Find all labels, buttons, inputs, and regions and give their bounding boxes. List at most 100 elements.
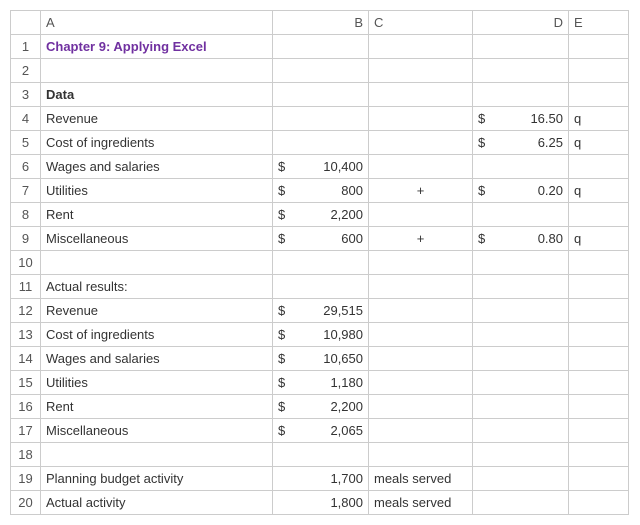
cell-a4[interactable]: Revenue	[41, 107, 273, 131]
row-header-5[interactable]: 5	[11, 131, 41, 155]
cell-a9[interactable]: Miscellaneous	[41, 227, 273, 251]
cell-a17[interactable]: Miscellaneous	[41, 419, 273, 443]
cell-b4[interactable]	[273, 107, 369, 131]
cell-e5[interactable]: q	[569, 131, 629, 155]
cell-a6[interactable]: Wages and salaries	[41, 155, 273, 179]
cell-d5[interactable]: 6.25	[473, 131, 569, 155]
cell-e10[interactable]	[569, 251, 629, 275]
cell-b7[interactable]: 800	[273, 179, 369, 203]
cell-e15[interactable]	[569, 371, 629, 395]
cell-d7[interactable]: 0.20	[473, 179, 569, 203]
cell-d8[interactable]	[473, 203, 569, 227]
cell-a18[interactable]	[41, 443, 273, 467]
cell-b20[interactable]: 1,800	[273, 491, 369, 515]
cell-a7[interactable]: Utilities	[41, 179, 273, 203]
cell-e4[interactable]: q	[569, 107, 629, 131]
cell-a1[interactable]: Chapter 9: Applying Excel	[41, 35, 273, 59]
cell-d13[interactable]	[473, 323, 569, 347]
cell-c1[interactable]	[369, 35, 473, 59]
row-header-10[interactable]: 10	[11, 251, 41, 275]
row-header-13[interactable]: 13	[11, 323, 41, 347]
cell-c15[interactable]	[369, 371, 473, 395]
cell-a8[interactable]: Rent	[41, 203, 273, 227]
row-header-1[interactable]: 1	[11, 35, 41, 59]
row-header-14[interactable]: 14	[11, 347, 41, 371]
cell-d4[interactable]: 16.50	[473, 107, 569, 131]
row-header-19[interactable]: 19	[11, 467, 41, 491]
cell-c18[interactable]	[369, 443, 473, 467]
cell-a14[interactable]: Wages and salaries	[41, 347, 273, 371]
cell-d6[interactable]	[473, 155, 569, 179]
cell-a2[interactable]	[41, 59, 273, 83]
cell-b13[interactable]: 10,980	[273, 323, 369, 347]
cell-e13[interactable]	[569, 323, 629, 347]
cell-d1[interactable]	[473, 35, 569, 59]
cell-e16[interactable]	[569, 395, 629, 419]
cell-d15[interactable]	[473, 371, 569, 395]
cell-c3[interactable]	[369, 83, 473, 107]
cell-c16[interactable]	[369, 395, 473, 419]
row-header-17[interactable]: 17	[11, 419, 41, 443]
col-header-d[interactable]: D	[473, 11, 569, 35]
row-header-8[interactable]: 8	[11, 203, 41, 227]
row-header-2[interactable]: 2	[11, 59, 41, 83]
cell-d12[interactable]	[473, 299, 569, 323]
cell-b18[interactable]	[273, 443, 369, 467]
cell-a19[interactable]: Planning budget activity	[41, 467, 273, 491]
cell-b3[interactable]	[273, 83, 369, 107]
cell-c11[interactable]	[369, 275, 473, 299]
row-header-20[interactable]: 20	[11, 491, 41, 515]
row-header-6[interactable]: 6	[11, 155, 41, 179]
cell-e8[interactable]	[569, 203, 629, 227]
cell-c2[interactable]	[369, 59, 473, 83]
cell-a10[interactable]	[41, 251, 273, 275]
cell-b14[interactable]: 10,650	[273, 347, 369, 371]
cell-c10[interactable]	[369, 251, 473, 275]
cell-b1[interactable]	[273, 35, 369, 59]
row-header-9[interactable]: 9	[11, 227, 41, 251]
cell-d19[interactable]	[473, 467, 569, 491]
cell-c7[interactable]: +	[369, 179, 473, 203]
cell-e14[interactable]	[569, 347, 629, 371]
cell-e11[interactable]	[569, 275, 629, 299]
cell-e3[interactable]	[569, 83, 629, 107]
row-header-11[interactable]: 11	[11, 275, 41, 299]
cell-d3[interactable]	[473, 83, 569, 107]
cell-c5[interactable]	[369, 131, 473, 155]
cell-c6[interactable]	[369, 155, 473, 179]
cell-a15[interactable]: Utilities	[41, 371, 273, 395]
cell-b11[interactable]	[273, 275, 369, 299]
cell-e20[interactable]	[569, 491, 629, 515]
cell-e19[interactable]	[569, 467, 629, 491]
cell-c12[interactable]	[369, 299, 473, 323]
cell-b8[interactable]: 2,200	[273, 203, 369, 227]
cell-c19[interactable]: meals served	[369, 467, 473, 491]
cell-b10[interactable]	[273, 251, 369, 275]
cell-e9[interactable]: q	[569, 227, 629, 251]
col-header-c[interactable]: C	[369, 11, 473, 35]
cell-c4[interactable]	[369, 107, 473, 131]
cell-c14[interactable]	[369, 347, 473, 371]
cell-a5[interactable]: Cost of ingredients	[41, 131, 273, 155]
cell-b19[interactable]: 1,700	[273, 467, 369, 491]
cell-c8[interactable]	[369, 203, 473, 227]
cell-e17[interactable]	[569, 419, 629, 443]
cell-b9[interactable]: 600	[273, 227, 369, 251]
cell-c17[interactable]	[369, 419, 473, 443]
cell-a16[interactable]: Rent	[41, 395, 273, 419]
cell-d14[interactable]	[473, 347, 569, 371]
cell-b12[interactable]: 29,515	[273, 299, 369, 323]
col-header-e[interactable]: E	[569, 11, 629, 35]
cell-e1[interactable]	[569, 35, 629, 59]
cell-d18[interactable]	[473, 443, 569, 467]
cell-b17[interactable]: 2,065	[273, 419, 369, 443]
cell-d16[interactable]	[473, 395, 569, 419]
cell-a12[interactable]: Revenue	[41, 299, 273, 323]
cell-b6[interactable]: 10,400	[273, 155, 369, 179]
cell-d17[interactable]	[473, 419, 569, 443]
row-header-12[interactable]: 12	[11, 299, 41, 323]
cell-c9[interactable]: +	[369, 227, 473, 251]
cell-e2[interactable]	[569, 59, 629, 83]
cell-c20[interactable]: meals served	[369, 491, 473, 515]
cell-a20[interactable]: Actual activity	[41, 491, 273, 515]
